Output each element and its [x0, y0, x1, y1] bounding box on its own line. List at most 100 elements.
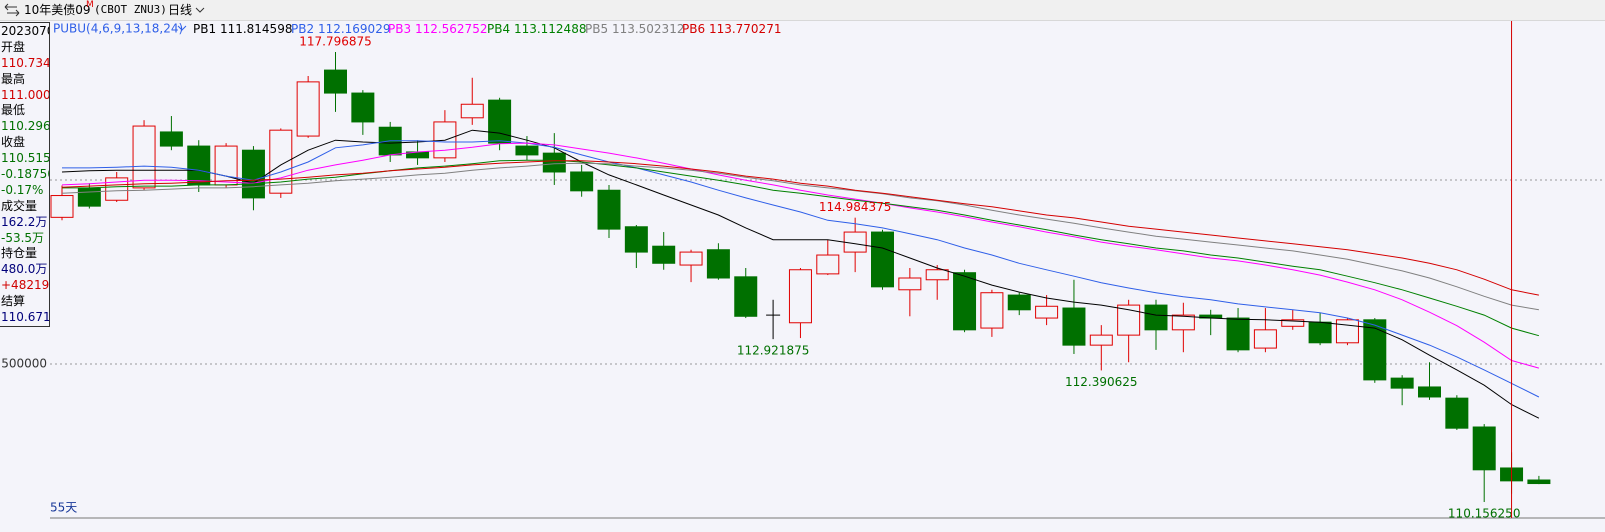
info-label: 持仓量 — [1, 246, 38, 261]
info-value: -53.5万 — [1, 230, 45, 245]
legend-name: PB5 — [585, 22, 608, 36]
candle-body — [1007, 294, 1031, 311]
candle-body — [706, 249, 730, 279]
candle-body — [1308, 321, 1332, 344]
legend-name: PB6 — [682, 22, 705, 36]
candle-body — [624, 226, 648, 253]
indicator-line — [61, 162, 1539, 311]
legend-entry: PB1 111.814598 — [193, 22, 292, 36]
candle-body — [214, 145, 238, 186]
candle-body — [925, 269, 949, 281]
candle-body — [843, 231, 867, 253]
info-value: 110.734375 — [1, 55, 50, 70]
candle-body — [1226, 317, 1250, 351]
legend-entry: PB4 113.112488 — [487, 22, 586, 36]
period-selector[interactable]: 日线 — [168, 3, 193, 17]
extreme-label: 114.984375 — [819, 200, 892, 214]
candle-body — [1390, 377, 1414, 389]
bar-count: 55天 — [50, 501, 77, 515]
indicator-line — [61, 160, 1539, 296]
indicator-line — [62, 140, 1540, 398]
info-panel: 20230707 开盘 110.734375 最高 111.000000 最低 … — [0, 22, 50, 327]
candle-body — [871, 231, 894, 288]
candle-body — [77, 187, 101, 207]
candle-body — [1062, 307, 1086, 346]
legend-entry: PB6 113.770271 — [682, 22, 781, 36]
candle-body — [515, 145, 539, 156]
candle-body — [1253, 329, 1277, 349]
info-value: 480.0万 — [1, 262, 48, 277]
candle-body — [1035, 305, 1059, 319]
legend-name: PB1 — [193, 22, 216, 36]
candle-body — [816, 254, 840, 275]
info-value: -0.187500 — [1, 167, 49, 182]
info-value: 162.2万 — [1, 214, 48, 229]
candle-body — [679, 251, 703, 266]
y-tick-label: 112.500000 — [0, 356, 47, 370]
back-icon[interactable] — [2, 0, 22, 20]
candle-body — [652, 245, 676, 264]
candle-body — [488, 99, 512, 144]
candle-body — [1171, 314, 1195, 331]
candle-body — [1281, 319, 1305, 327]
candle-body — [1418, 386, 1441, 398]
candle-body — [1527, 479, 1551, 485]
candle-body — [1363, 319, 1387, 381]
legend-value: 112.562752 — [415, 22, 488, 36]
info-value: +48219 — [1, 278, 50, 293]
candle-body — [788, 269, 812, 324]
candle-body — [50, 195, 74, 218]
candle-body — [1089, 334, 1113, 346]
indicator-dropdown[interactable] — [177, 25, 187, 31]
legend-name: PB2 — [291, 22, 314, 36]
candle-body — [597, 189, 621, 230]
legend-name: PB3 — [388, 22, 411, 36]
legend-name: PB4 — [487, 22, 510, 36]
legend-value: 113.770271 — [709, 22, 782, 36]
indicator-line — [61, 142, 1540, 369]
info-value: -0.17% — [1, 182, 44, 197]
candle-body — [241, 149, 265, 199]
candle-body — [324, 69, 347, 94]
candle-body — [1144, 304, 1168, 331]
candle-body — [570, 171, 594, 192]
candle-body — [269, 129, 293, 194]
extreme-label: 110.156250 — [1448, 507, 1521, 521]
candle-body — [542, 152, 566, 173]
info-value: 110.515625 — [1, 151, 50, 166]
info-label: 最低 — [1, 103, 26, 118]
indicator-line — [62, 159, 1540, 337]
instrument-mark: M — [86, 0, 94, 10]
info-value: 110.671875 — [1, 310, 50, 325]
extreme-label: 112.921875 — [737, 344, 810, 358]
instrument-name: 10年美债09 — [24, 3, 91, 17]
info-label: 结算 — [1, 294, 26, 309]
info-label: 开盘 — [1, 39, 26, 54]
legend-entry: PB3 112.562752 — [388, 22, 487, 36]
legend-entry: PB5 113.502312 — [585, 22, 684, 36]
candle-body — [1472, 426, 1496, 471]
legend-value: 112.169029 — [318, 22, 391, 36]
info-label: 收盘 — [1, 135, 26, 150]
period-dropdown[interactable] — [194, 0, 206, 20]
candle-body — [187, 145, 211, 186]
candle-body — [953, 272, 977, 331]
extreme-label: 117.796875 — [299, 35, 372, 49]
candle-body — [1445, 397, 1469, 429]
candle-body — [1335, 319, 1359, 344]
candle-body — [159, 131, 183, 147]
legend-value: 111.814598 — [220, 22, 293, 36]
candle-body — [351, 92, 375, 123]
legend-entry: PB2 112.169029 — [291, 22, 390, 36]
indicator-name[interactable]: PUBU(4,6,9,13,18,24) — [53, 22, 183, 36]
instrument-code: (CBOT ZNU3) — [94, 3, 167, 16]
indicator-line — [61, 129, 1540, 419]
extreme-label: 112.390625 — [1065, 375, 1138, 389]
candle-body — [980, 292, 1004, 329]
candle-body — [1117, 304, 1141, 336]
info-value: 110.296875 — [1, 119, 50, 134]
info-label: 成交量 — [1, 198, 38, 213]
info-date: 20230707 — [1, 24, 49, 38]
